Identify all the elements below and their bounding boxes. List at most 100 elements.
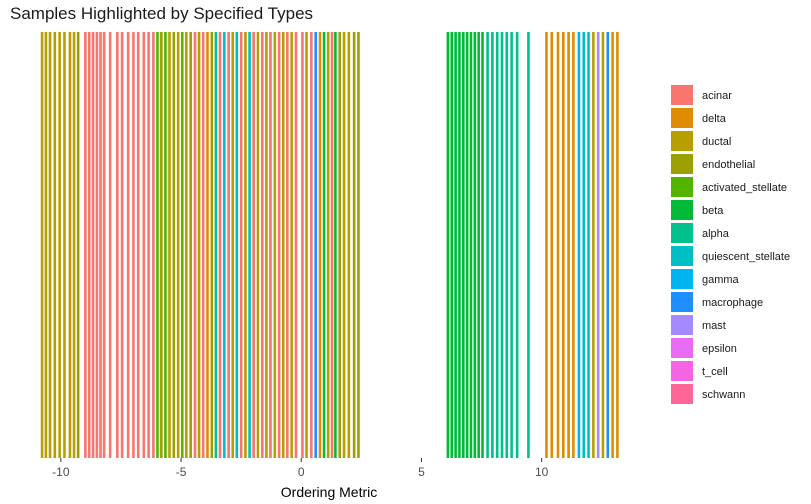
legend-key-beta <box>671 200 693 220</box>
sample-bar-ductal <box>63 32 66 458</box>
sample-bar-acinar <box>218 32 222 458</box>
sample-bar-delta <box>562 32 565 458</box>
x-tick-label: 10 <box>535 465 549 479</box>
sample-bar-mast <box>596 32 600 458</box>
sample-bar-acinar <box>147 32 150 458</box>
sample-bars <box>40 32 619 458</box>
sample-bar-delta <box>556 32 560 458</box>
sample-bar-alpha <box>515 32 519 458</box>
sample-bar-ductal <box>326 32 330 458</box>
sample-bar-acinar <box>201 32 205 458</box>
legend-key-quiescent_stellate <box>671 246 693 266</box>
legend-label-gamma: gamma <box>702 274 740 286</box>
sample-bar-alpha <box>486 32 489 458</box>
sample-bar-ductal <box>244 32 247 458</box>
sample-bar-ductal <box>265 32 268 458</box>
sample-bar-beta <box>461 32 465 458</box>
sample-bar-ductal <box>231 32 235 458</box>
legend-key-gamma <box>671 269 693 289</box>
legend-label-activated_stellate: activated_stellate <box>702 182 787 194</box>
sample-bar-acinar <box>286 32 289 458</box>
sample-bar-beta <box>477 32 480 458</box>
sample-bar-beta <box>481 32 484 458</box>
sample-bar-ductal <box>197 32 201 458</box>
sample-bar-delta <box>545 32 548 458</box>
sample-bar-beta <box>465 32 469 458</box>
sample-bar-acinar <box>102 32 106 458</box>
sample-bar-ductal <box>347 32 351 458</box>
legend-key-t_cell <box>671 361 693 381</box>
sample-bar-ductal <box>256 32 260 458</box>
legend-label-mast: mast <box>702 320 726 332</box>
legend-label-ductal: ductal <box>702 136 731 148</box>
sample-bar-endothelial <box>352 32 356 458</box>
sample-bar-acinar <box>294 32 298 458</box>
sample-bar-alpha <box>491 32 494 458</box>
sample-bar-quiescent_stellate <box>248 32 251 458</box>
sample-bar-delta <box>611 32 614 458</box>
legend-label-delta: delta <box>702 113 727 125</box>
sample-bar-acinar <box>261 32 264 458</box>
x-tick-label: 0 <box>298 465 305 479</box>
sample-bar-gamma <box>577 32 581 458</box>
legend-key-mast <box>671 315 693 335</box>
legend-key-acinar <box>671 85 693 105</box>
legend-key-epsilon <box>671 338 693 358</box>
sample-bar-activated_stellate <box>156 32 159 458</box>
sample-bar-ductal <box>44 32 48 458</box>
sample-bar-endothelial <box>160 32 163 458</box>
sample-bar-beta <box>469 32 473 458</box>
sample-bar-quiescent_stellate <box>587 32 590 458</box>
legend-key-schwann <box>671 384 693 404</box>
sample-bar-endothelial <box>357 32 360 458</box>
x-tick-label: 5 <box>418 465 425 479</box>
sample-bar-acinar <box>116 32 119 458</box>
sample-bar-beta <box>334 32 337 458</box>
sample-bar-endothelial <box>338 32 342 458</box>
sample-bar-acinar <box>120 32 124 458</box>
sample-bar-delta <box>616 32 619 458</box>
legend-label-epsilon: epsilon <box>702 343 737 355</box>
sample-bar-activated_stellate <box>180 32 184 458</box>
sample-bar-alpha <box>500 32 504 458</box>
legend-label-quiescent_stellate: quiescent_stellate <box>702 251 790 263</box>
legend-label-macrophage: macrophage <box>702 297 763 309</box>
sample-bar-ductal <box>601 32 605 458</box>
x-axis-title: Ordering Metric <box>281 484 377 500</box>
sample-bar-delta <box>318 32 322 458</box>
sample-bar-acinar <box>95 32 99 458</box>
sample-bar-ductal <box>592 32 595 458</box>
legend-key-activated_stellate <box>671 177 693 197</box>
sample-bar-ductal <box>58 32 61 458</box>
sample-bar-endothelial <box>172 32 176 458</box>
sample-bar-beta <box>322 32 326 458</box>
sample-bar-acinar <box>132 32 135 458</box>
sample-bar-acinar <box>310 32 313 458</box>
legend-label-schwann: schwann <box>702 389 745 401</box>
sample-bar-acinar <box>239 32 243 458</box>
sample-bar-acinar <box>252 32 255 458</box>
sample-bar-endothelial <box>210 32 214 458</box>
sample-bar-acinar <box>269 32 272 458</box>
legend-key-macrophage <box>671 292 693 312</box>
sample-bar-alpha <box>510 32 513 458</box>
legend-label-endothelial: endothelial <box>702 159 755 171</box>
sample-bar-endothelial <box>189 32 192 458</box>
sample-bar-quiescent_stellate <box>235 32 239 458</box>
legend-key-delta <box>671 108 693 128</box>
sample-bar-ductal <box>305 32 308 458</box>
sample-bar-ductal <box>68 32 72 458</box>
sample-bar-alpha <box>214 32 218 458</box>
sample-bar-ductal <box>185 32 188 458</box>
sample-bar-ductal <box>281 32 285 458</box>
sample-bar-quiescent_stellate <box>582 32 586 458</box>
sample-bar-acinar <box>87 32 91 458</box>
sample-bar-ductal <box>72 32 76 458</box>
sample-bar-beta <box>450 32 454 458</box>
sample-bar-macrophage <box>314 32 317 458</box>
x-axis: -10 -5 0 5 10 <box>52 458 549 479</box>
sample-bar-delta <box>572 32 575 458</box>
legend-key-ductal <box>671 131 693 151</box>
sample-bar-acinar <box>99 32 102 458</box>
sample-bar-acinar <box>301 32 304 458</box>
